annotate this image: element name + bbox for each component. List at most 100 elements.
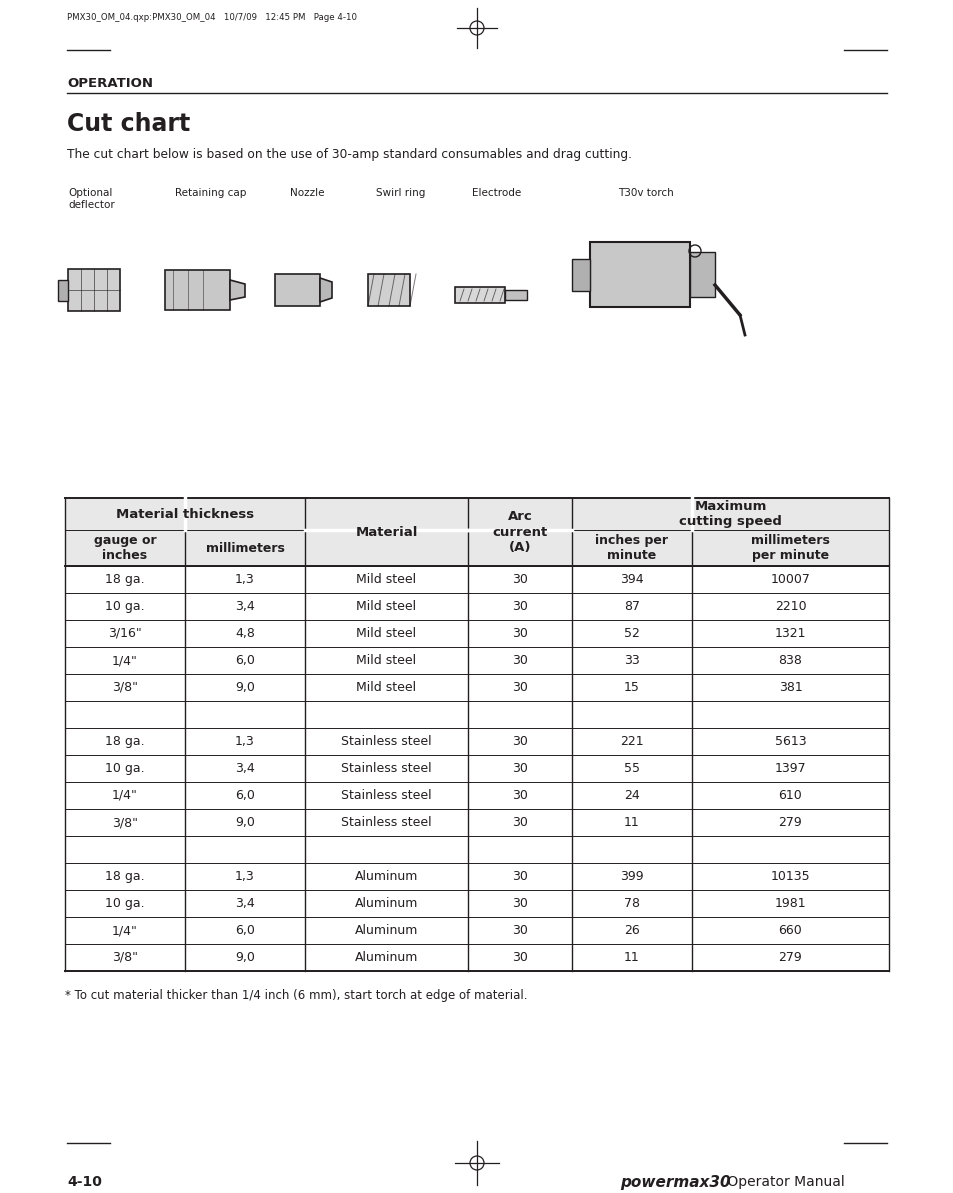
Text: 1,3: 1,3	[234, 735, 254, 748]
Bar	[589, 242, 689, 307]
PathPatch shape	[230, 280, 245, 299]
Text: millimeters: millimeters	[205, 542, 284, 555]
Text: inches per
minute: inches per minute	[595, 533, 668, 562]
Text: Mild steel: Mild steel	[356, 681, 416, 694]
Text: 6,0: 6,0	[234, 789, 254, 802]
Text: 3/8": 3/8"	[112, 681, 138, 694]
Text: 52: 52	[623, 628, 639, 639]
Bar	[68, 268, 120, 311]
Text: 30: 30	[512, 897, 527, 910]
Text: 30: 30	[512, 681, 527, 694]
Text: Swirl ring: Swirl ring	[375, 188, 425, 198]
Text: Cut chart: Cut chart	[67, 112, 190, 136]
Text: 30: 30	[512, 816, 527, 829]
Text: * To cut material thicker than 1/4 inch (6 mm), start torch at edge of material.: * To cut material thicker than 1/4 inch …	[65, 989, 527, 1002]
Text: Material: Material	[355, 525, 417, 538]
Text: gauge or
inches: gauge or inches	[93, 533, 156, 562]
Text: 3,4: 3,4	[234, 600, 254, 613]
Text: 3/8": 3/8"	[112, 951, 138, 964]
Bar	[274, 274, 319, 305]
Text: powermax30: powermax30	[619, 1175, 730, 1189]
Text: 3,4: 3,4	[234, 897, 254, 910]
Text: Aluminum: Aluminum	[355, 951, 417, 964]
Text: 78: 78	[623, 897, 639, 910]
Text: 10 ga.: 10 ga.	[105, 762, 145, 775]
Text: 33: 33	[623, 654, 639, 667]
Text: 399: 399	[619, 870, 643, 883]
Text: Material thickness: Material thickness	[116, 507, 253, 520]
Text: 30: 30	[512, 951, 527, 964]
Text: 11: 11	[623, 951, 639, 964]
Text: 24: 24	[623, 789, 639, 802]
Text: 15: 15	[623, 681, 639, 694]
Text: 10135: 10135	[770, 870, 809, 883]
Text: 30: 30	[512, 735, 527, 748]
Bar	[505, 290, 526, 299]
Bar	[689, 252, 714, 297]
Text: 1,3: 1,3	[234, 573, 254, 586]
Text: 4-10: 4-10	[67, 1175, 102, 1189]
Text: 279: 279	[778, 816, 801, 829]
Text: OPERATION: OPERATION	[67, 78, 152, 89]
Text: 26: 26	[623, 925, 639, 937]
Bar	[368, 274, 410, 305]
Text: 1/4": 1/4"	[112, 654, 138, 667]
Bar	[455, 288, 505, 303]
Text: Electrode: Electrode	[472, 188, 520, 198]
Text: 30: 30	[512, 925, 527, 937]
Text: 6,0: 6,0	[234, 925, 254, 937]
Text: 2210: 2210	[774, 600, 805, 613]
PathPatch shape	[319, 278, 332, 302]
Text: PMX30_OM_04.qxp:PMX30_OM_04   10/7/09   12:45 PM   Page 4-10: PMX30_OM_04.qxp:PMX30_OM_04 10/7/09 12:4…	[67, 13, 356, 21]
Text: Nozzle: Nozzle	[290, 188, 324, 198]
Text: 838: 838	[778, 654, 801, 667]
Text: 1/4": 1/4"	[112, 789, 138, 802]
Text: Maximum
cutting speed: Maximum cutting speed	[679, 500, 781, 528]
Text: 279: 279	[778, 951, 801, 964]
Text: 5613: 5613	[774, 735, 805, 748]
Text: 30: 30	[512, 573, 527, 586]
Bar	[165, 270, 230, 310]
Text: 18 ga.: 18 ga.	[105, 870, 145, 883]
Text: Stainless steel: Stainless steel	[341, 816, 432, 829]
Text: 30: 30	[512, 762, 527, 775]
Text: 1/4": 1/4"	[112, 925, 138, 937]
Text: Arc
current
(A): Arc current (A)	[492, 509, 547, 555]
Text: 1981: 1981	[774, 897, 805, 910]
Text: T30v torch: T30v torch	[618, 188, 673, 198]
Text: 610: 610	[778, 789, 801, 802]
Text: Optional
deflector: Optional deflector	[68, 188, 114, 210]
Text: 11: 11	[623, 816, 639, 829]
Text: Aluminum: Aluminum	[355, 925, 417, 937]
Text: 30: 30	[512, 654, 527, 667]
Text: 660: 660	[778, 925, 801, 937]
Text: 30: 30	[512, 870, 527, 883]
Text: 1397: 1397	[774, 762, 805, 775]
Text: Mild steel: Mild steel	[356, 654, 416, 667]
Text: 1,3: 1,3	[234, 870, 254, 883]
Text: Aluminum: Aluminum	[355, 897, 417, 910]
Text: 4,8: 4,8	[234, 628, 254, 639]
Text: 1321: 1321	[774, 628, 805, 639]
Text: 30: 30	[512, 789, 527, 802]
Text: 394: 394	[619, 573, 643, 586]
Text: Stainless steel: Stainless steel	[341, 789, 432, 802]
Text: 3/8": 3/8"	[112, 816, 138, 829]
Text: 18 ga.: 18 ga.	[105, 735, 145, 748]
Text: 3,4: 3,4	[234, 762, 254, 775]
Text: 3/16": 3/16"	[108, 628, 142, 639]
Text: 10 ga.: 10 ga.	[105, 897, 145, 910]
Text: The cut chart below is based on the use of 30-amp standard consumables and drag : The cut chart below is based on the use …	[67, 148, 631, 161]
Text: 6,0: 6,0	[234, 654, 254, 667]
Text: Mild steel: Mild steel	[356, 600, 416, 613]
Text: 9,0: 9,0	[234, 951, 254, 964]
Text: Mild steel: Mild steel	[356, 628, 416, 639]
Text: 30: 30	[512, 628, 527, 639]
Text: Operator Manual: Operator Manual	[722, 1175, 843, 1189]
Bar	[65, 497, 888, 565]
Text: Stainless steel: Stainless steel	[341, 762, 432, 775]
Text: 10 ga.: 10 ga.	[105, 600, 145, 613]
Text: 87: 87	[623, 600, 639, 613]
Text: 221: 221	[619, 735, 643, 748]
Bar	[572, 259, 589, 291]
